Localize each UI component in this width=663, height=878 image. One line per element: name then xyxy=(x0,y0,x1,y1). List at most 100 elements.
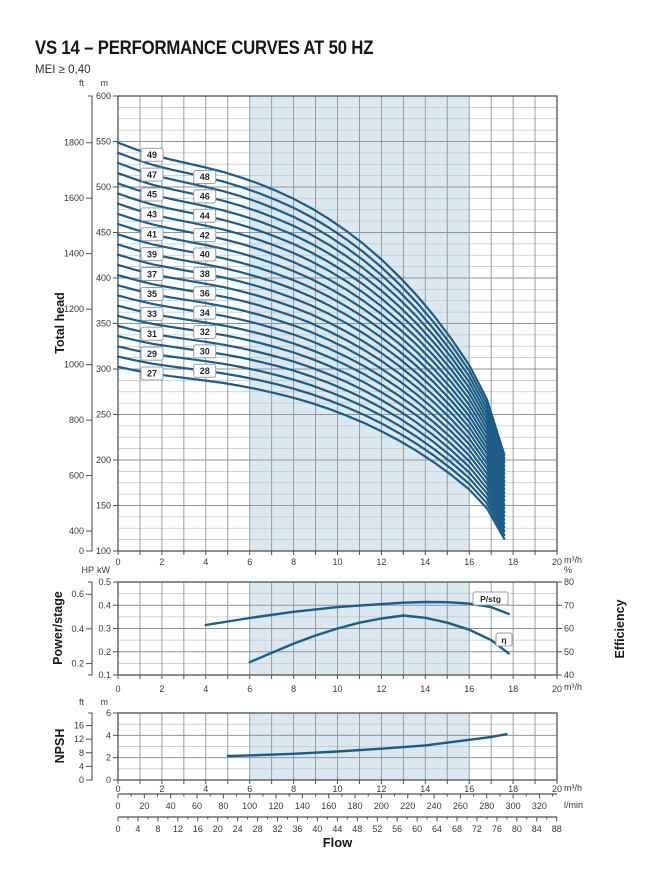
stage-labels: 27 28 29 30 31 32 33 34 35 36 37 38 39 40 41 42 43 44 45 46… xyxy=(140,147,217,381)
head-curve-44-stages xyxy=(116,192,506,475)
unit-hp: HP xyxy=(81,565,94,575)
efficiency-tick-label: 50 xyxy=(564,647,574,657)
gpm-tick-label: 88 xyxy=(552,824,562,834)
lmin-tick-label: 140 xyxy=(295,801,310,811)
y-tick-label: 400 xyxy=(96,273,111,283)
secondary-tick-label: 600 xyxy=(69,471,84,481)
efficiency-tick-label: 70 xyxy=(564,600,574,610)
x-tick-label: 16 xyxy=(464,684,474,694)
x-tick-label: 12 xyxy=(376,784,386,794)
npsh-chart xyxy=(117,712,558,781)
stage-label-text-45: 45 xyxy=(147,190,157,200)
unit-ft-npsh: ft xyxy=(78,697,84,707)
y-tick-label: 0.4 xyxy=(98,600,111,610)
x-tick-label: 16 xyxy=(464,557,474,567)
head-curve-40-stages xyxy=(116,233,506,491)
x-tick-label: 8 xyxy=(291,784,296,794)
gpm-tick-label: 80 xyxy=(512,824,522,834)
x-tick-label: 4 xyxy=(203,557,208,567)
y-tick-label: 300 xyxy=(96,364,111,374)
gpm-tick-label: 20 xyxy=(213,824,223,834)
y-tick-label: 550 xyxy=(96,137,111,147)
gpm-tick-label: 16 xyxy=(193,824,203,834)
gpm-tick-label: 36 xyxy=(292,824,302,834)
secondary-tick-label: 8 xyxy=(79,748,84,758)
head-curve-37-stages xyxy=(116,263,506,502)
head-curve-45-stages xyxy=(116,182,506,472)
lmin-tick-label: 220 xyxy=(400,801,415,811)
x-tick-label: 12 xyxy=(376,557,386,567)
secondary-tick-label: 12 xyxy=(74,734,84,744)
gpm-tick-label: 64 xyxy=(432,824,442,834)
head-curve-29-stages xyxy=(116,345,506,533)
unit-m3h-npsh: m³/h xyxy=(564,783,582,793)
lmin-tick-label: 40 xyxy=(166,801,176,811)
stage-label-text-32: 32 xyxy=(200,327,210,337)
stage-label-44 xyxy=(193,208,217,223)
y-tick-label: 0.5 xyxy=(98,577,111,587)
gpm-scale: 0 4 8 12 16 20 24 28 32 36 40 44 48 52 56 60 64 68 72 76 80 8… xyxy=(115,816,562,834)
secondary-tick-label: 16 xyxy=(74,721,84,731)
x-tick-label: 18 xyxy=(508,784,518,794)
lmin-tick-label: 320 xyxy=(532,801,547,811)
x-tick-label: 6 xyxy=(247,684,252,694)
head-curve-42-stages xyxy=(116,212,506,483)
gpm-tick-label: 44 xyxy=(332,824,342,834)
axis-title-npsh: NPSH xyxy=(53,728,67,764)
stage-label-37 xyxy=(140,267,164,282)
x-tick-label: 4 xyxy=(203,684,208,694)
y-tick-label: 0.2 xyxy=(98,647,111,657)
secondary-axis-line xyxy=(88,712,93,781)
stage-label-39 xyxy=(140,247,164,262)
gpm-tick-label: 12 xyxy=(173,824,183,834)
secondary-tick-label: 800 xyxy=(69,415,84,425)
stage-label-text-43: 43 xyxy=(147,210,157,220)
head-curve-48-stages xyxy=(116,151,506,460)
y-tick-label: 0.3 xyxy=(98,624,111,634)
series-label-text: η xyxy=(501,635,506,645)
x-tick-label: 4 xyxy=(203,784,208,794)
x-tick-label: 20 xyxy=(552,784,562,794)
curve-npsh xyxy=(226,733,508,758)
series-label-box xyxy=(495,632,513,647)
secondary-tick-label: 0.2 xyxy=(71,659,84,669)
stage-label-text-39: 39 xyxy=(147,249,157,259)
secondary-tick-label: 0 xyxy=(79,546,84,556)
lmin-tick-label: 80 xyxy=(218,801,228,811)
x-tick-label: 8 xyxy=(291,557,296,567)
x-tick-label: 8 xyxy=(291,684,296,694)
lmin-tick-label: 0 xyxy=(115,801,120,811)
x-tick-label: 0 xyxy=(115,557,120,567)
x-tick-label: 14 xyxy=(420,684,430,694)
mei-rating: MEI ≥ 0,40 xyxy=(35,64,91,76)
lmin-tick-label: 120 xyxy=(269,801,284,811)
secondary-tick-label: 1000 xyxy=(64,360,84,370)
lmin-tick-label: 60 xyxy=(192,801,202,811)
stage-label-49 xyxy=(140,147,164,162)
y-tick-label: 0.1 xyxy=(98,670,111,680)
gpm-tick-label: 84 xyxy=(532,824,542,834)
unit-kw: kW xyxy=(97,565,110,575)
gpm-tick-label: 40 xyxy=(312,824,322,834)
axis-title-power-stage: Power/stage xyxy=(51,591,65,665)
stage-label-text-36: 36 xyxy=(200,288,210,298)
head-curve-30-stages xyxy=(116,335,506,529)
x-tick-label: 14 xyxy=(420,557,430,567)
secondary-tick-label: 400 xyxy=(69,526,84,536)
lmin-tick-label: 100 xyxy=(242,801,257,811)
curve-eta xyxy=(248,614,510,664)
stage-label-33 xyxy=(140,306,164,321)
y-tick-label: 200 xyxy=(96,455,111,465)
x-tick-label: 10 xyxy=(332,684,342,694)
series-label-box xyxy=(472,591,509,606)
stage-label-text-42: 42 xyxy=(200,230,210,240)
secondary-tick-label: 1600 xyxy=(64,193,84,203)
efficiency-tick-label: 60 xyxy=(564,624,574,634)
lmin-tick-label: 260 xyxy=(453,801,468,811)
x-tick-label: 16 xyxy=(464,784,474,794)
secondary-tick-label: 0.6 xyxy=(71,589,84,599)
lmin-tick-label: 160 xyxy=(321,801,336,811)
y-tick-label: 350 xyxy=(96,319,111,329)
axis-title-flow: Flow xyxy=(322,835,353,850)
